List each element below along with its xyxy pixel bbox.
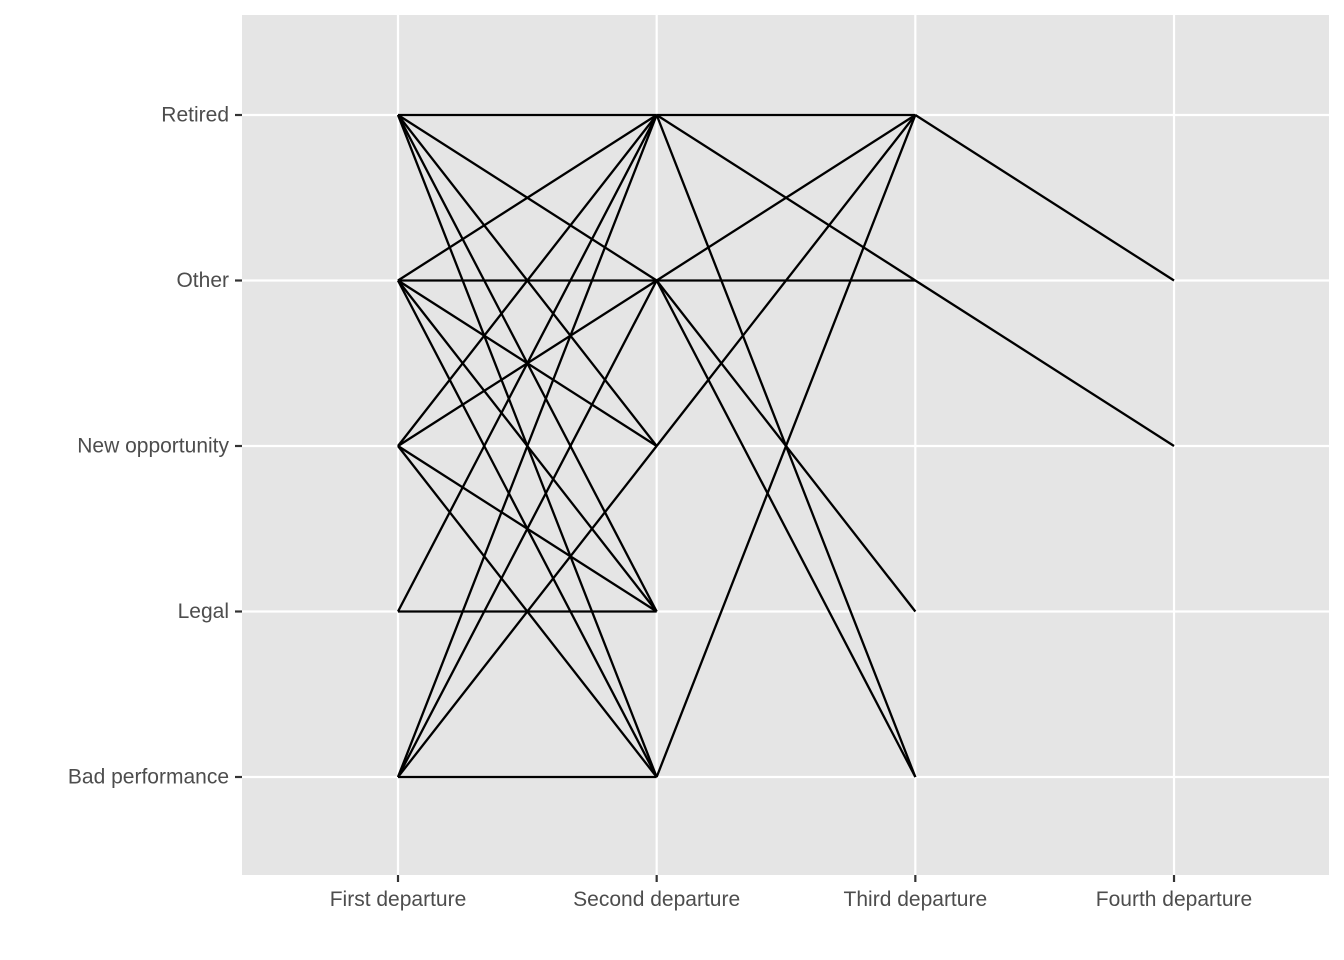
x-tick-label-second-departure: Second departure [573,888,740,911]
segment-28 [655,114,917,778]
y-tick-label-retired: Retired [161,104,229,127]
y-tick-label-bad-performance: Bad performance [68,766,229,789]
segment-14 [396,114,658,613]
chart-lines [396,113,1175,779]
x-tick-label-fourth-departure: Fourth departure [1096,888,1252,911]
y-tick-label-other: Other [176,269,229,292]
segment-30 [914,279,1175,447]
x-tick-label-third-departure: Third departure [844,888,988,911]
segment-26 [655,279,917,778]
y-tick-label-new-opportunity: New opportunity [77,435,229,458]
x-tick-label-first-departure: First departure [330,888,467,911]
segment-10 [397,114,658,447]
segment-29 [914,114,1175,282]
segment-5 [397,114,658,282]
segment-23 [656,114,916,282]
y-tick-label-legal: Legal [178,600,229,623]
segment-27 [655,114,917,447]
axes: Bad performance Legal New opportunity Other… [68,104,1252,912]
segment-16 [396,114,658,778]
segment-17 [396,279,658,778]
segment-18 [397,445,658,778]
